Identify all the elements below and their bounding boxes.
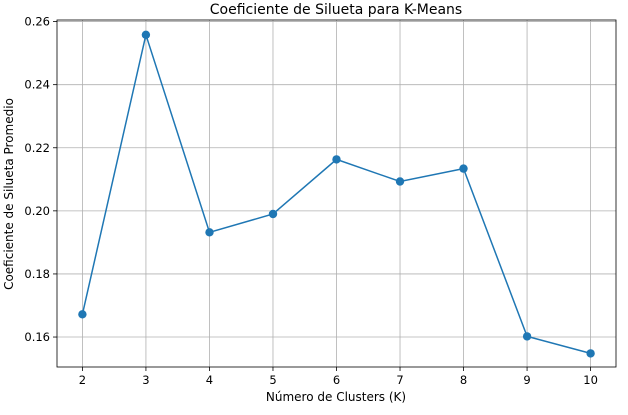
data-point-k2 [78, 310, 87, 319]
y-axis-label: Coeficiente de Silueta Promedio [2, 98, 16, 290]
x-tick-label: 9 [523, 373, 530, 387]
data-point-k3 [141, 30, 151, 39]
data-point-k4 [205, 228, 214, 237]
x-tick-label: 7 [396, 373, 403, 387]
y-axis-ticks: 0.16 0.18 0.20 0.22 0.24 0.26 [24, 15, 57, 344]
x-tick-label: 8 [460, 373, 467, 387]
data-point-k9 [522, 332, 532, 341]
data-point-k6 [332, 155, 341, 164]
x-tick-label: 3 [142, 373, 149, 387]
series-layer [78, 30, 595, 358]
y-tick-label: 0.24 [24, 78, 50, 92]
x-tick-label: 4 [206, 373, 213, 387]
data-point-k5 [268, 209, 278, 219]
x-gridlines [82, 20, 591, 367]
x-axis-ticks: 2 3 4 5 6 7 8 9 10 [79, 367, 598, 387]
x-tick-label: 6 [333, 373, 340, 387]
y-tick-label: 0.22 [24, 141, 50, 155]
data-point-k10 [586, 349, 595, 358]
y-tick-label: 0.26 [24, 15, 50, 29]
x-tick-label: 5 [269, 373, 276, 387]
x-tick-label: 10 [583, 373, 598, 387]
x-axis-label: Número de Clusters (K) [266, 390, 406, 404]
y-tick-label: 0.20 [24, 204, 50, 218]
y-gridlines [57, 21, 616, 338]
x-tick-label: 2 [79, 373, 86, 387]
chart-title: Coeficiente de Silueta para K-Means [210, 2, 462, 18]
data-point-k7 [395, 177, 405, 186]
y-tick-label: 0.18 [24, 267, 50, 281]
y-tick-label: 0.16 [24, 330, 50, 344]
data-point-k8 [459, 164, 468, 173]
